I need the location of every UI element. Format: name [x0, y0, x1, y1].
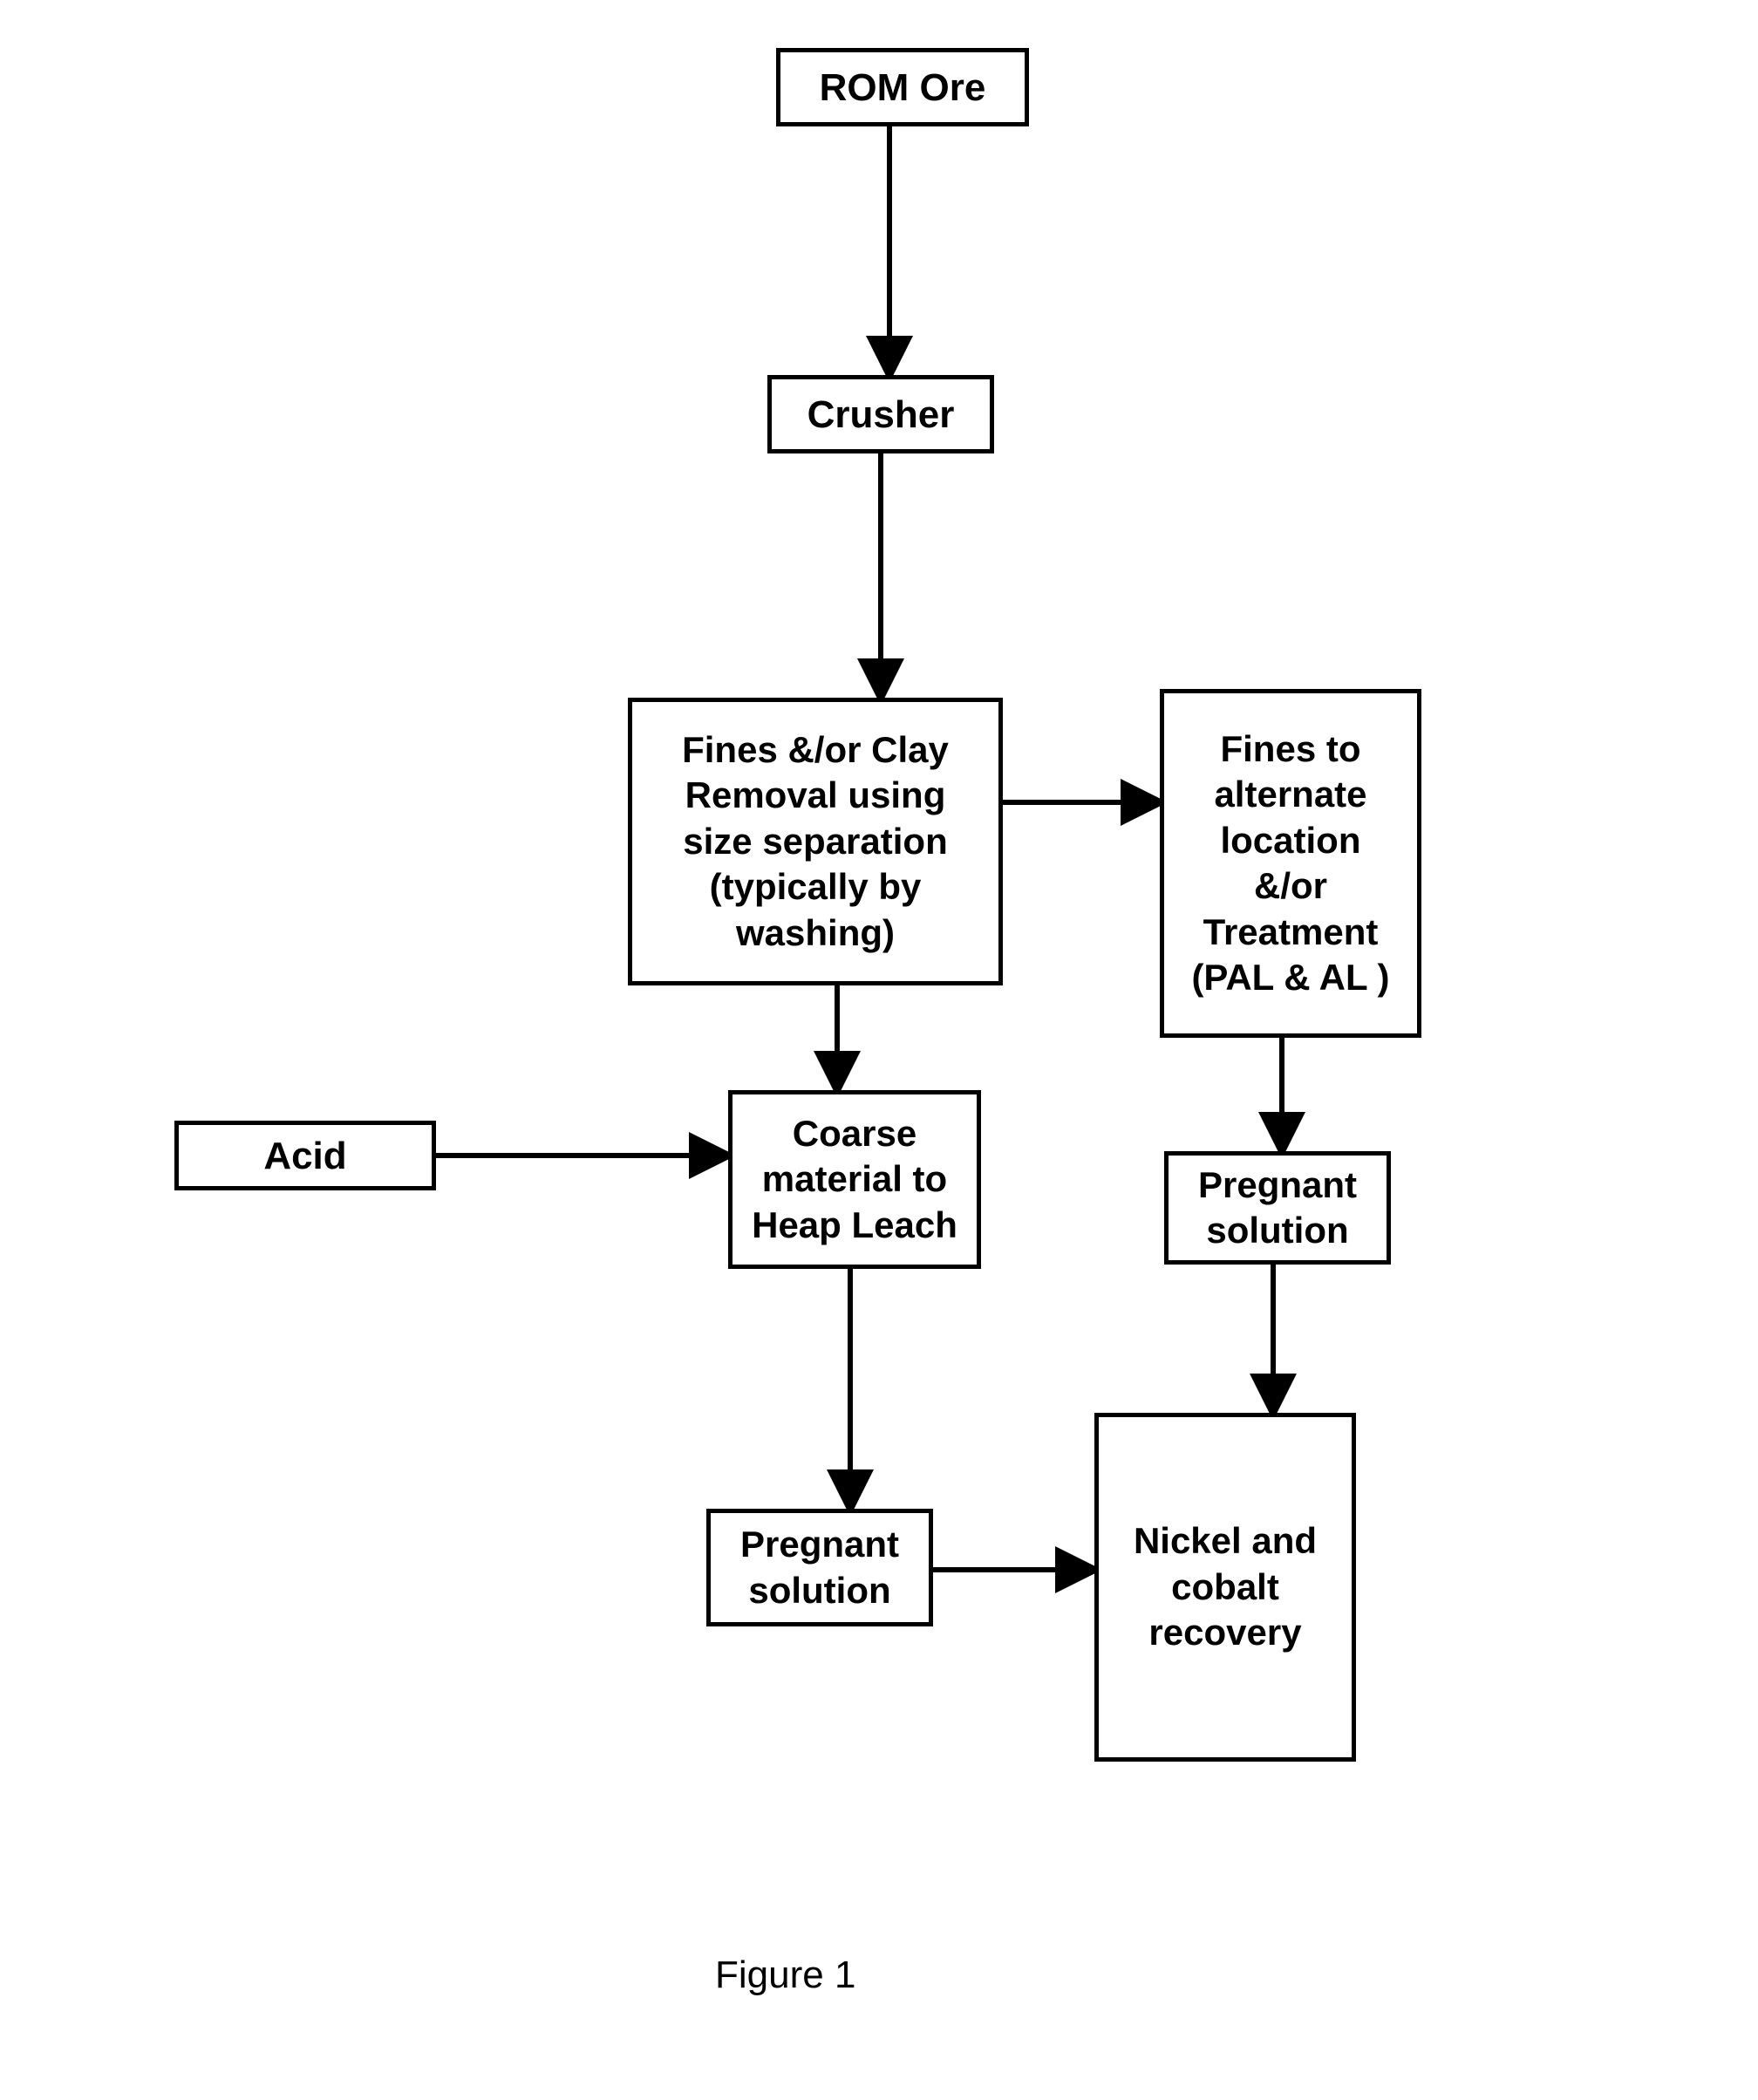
node-label: Pregnant solution — [1184, 1162, 1371, 1254]
node-crusher: Crusher — [767, 375, 994, 453]
node-fines-alternate: Fines to alternate location &/or Treatme… — [1160, 689, 1421, 1038]
figure-caption: Figure 1 — [715, 1953, 855, 1997]
node-pregnant-solution-left: Pregnant solution — [706, 1509, 933, 1626]
node-nickel-cobalt-recovery: Nickel and cobalt recovery — [1094, 1413, 1356, 1762]
node-pregnant-solution-right: Pregnant solution — [1164, 1151, 1391, 1265]
node-label: Fines &/or Clay Removal using size separ… — [648, 727, 983, 957]
node-acid: Acid — [174, 1121, 436, 1190]
node-label: Nickel and cobalt recovery — [1114, 1518, 1336, 1656]
node-label: Coarse material to Heap Leach — [748, 1111, 961, 1249]
node-label: Crusher — [807, 391, 955, 439]
edges-layer — [0, 0, 1758, 2100]
node-label: Acid — [263, 1132, 346, 1180]
node-label: ROM Ore — [820, 64, 986, 112]
node-rom-ore: ROM Ore — [776, 48, 1029, 126]
node-coarse-heap-leach: Coarse material to Heap Leach — [728, 1090, 981, 1269]
node-label: Pregnant solution — [726, 1522, 913, 1613]
flowchart-canvas: ROM Ore Crusher Fines &/or Clay Removal … — [0, 0, 1758, 2100]
caption-text: Figure 1 — [715, 1953, 855, 1996]
node-label: Fines to alternate location &/or Treatme… — [1180, 726, 1401, 1001]
node-fines-removal: Fines &/or Clay Removal using size separ… — [628, 698, 1003, 985]
